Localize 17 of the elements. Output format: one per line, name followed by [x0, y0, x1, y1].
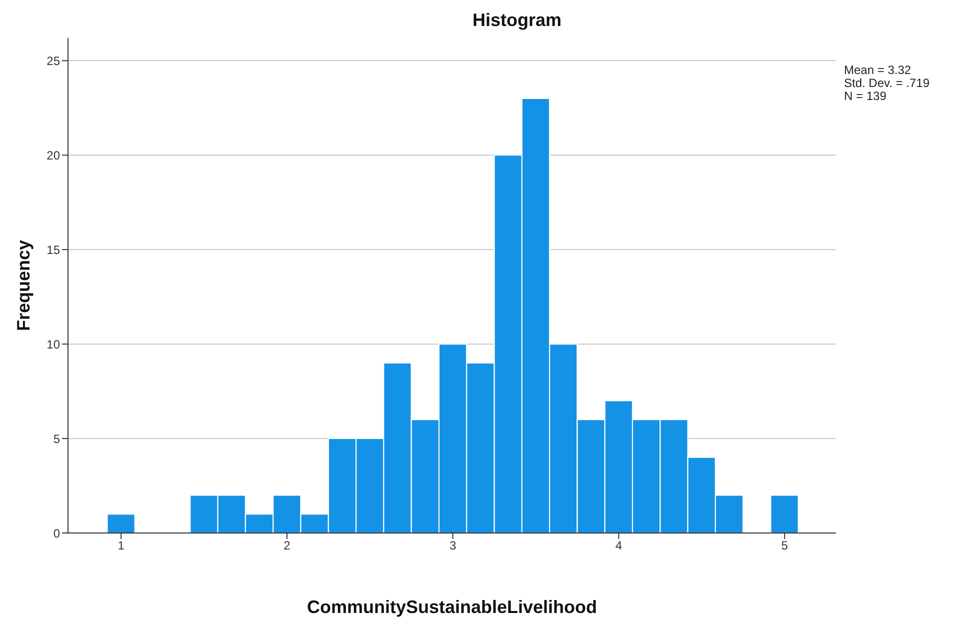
y-tick-label: 10 — [46, 337, 60, 352]
text: N = 139 — [844, 89, 888, 103]
y-axis-title: Frequency — [13, 240, 34, 332]
x-tick-label: 1 — [118, 538, 125, 553]
x-tick-label: 4 — [615, 538, 622, 553]
text: Std. Dev. = .719 — [844, 76, 930, 90]
text: Mean = 3.32 — [844, 63, 912, 77]
x-tick-label: 5 — [781, 538, 788, 553]
y-tick-label: 25 — [46, 54, 60, 68]
x-axis-title: CommunitySustainableLivelihood — [306, 597, 598, 617]
x-tick-label: 2 — [284, 538, 291, 553]
chart-title: Histogram — [471, 10, 562, 31]
x-tick-label: 3 — [449, 538, 456, 553]
y-tick-label: 0 — [53, 526, 60, 540]
y-tick-label: 20 — [46, 148, 60, 162]
y-tick-label: 5 — [53, 432, 60, 446]
y-tick-label: 15 — [46, 242, 60, 257]
